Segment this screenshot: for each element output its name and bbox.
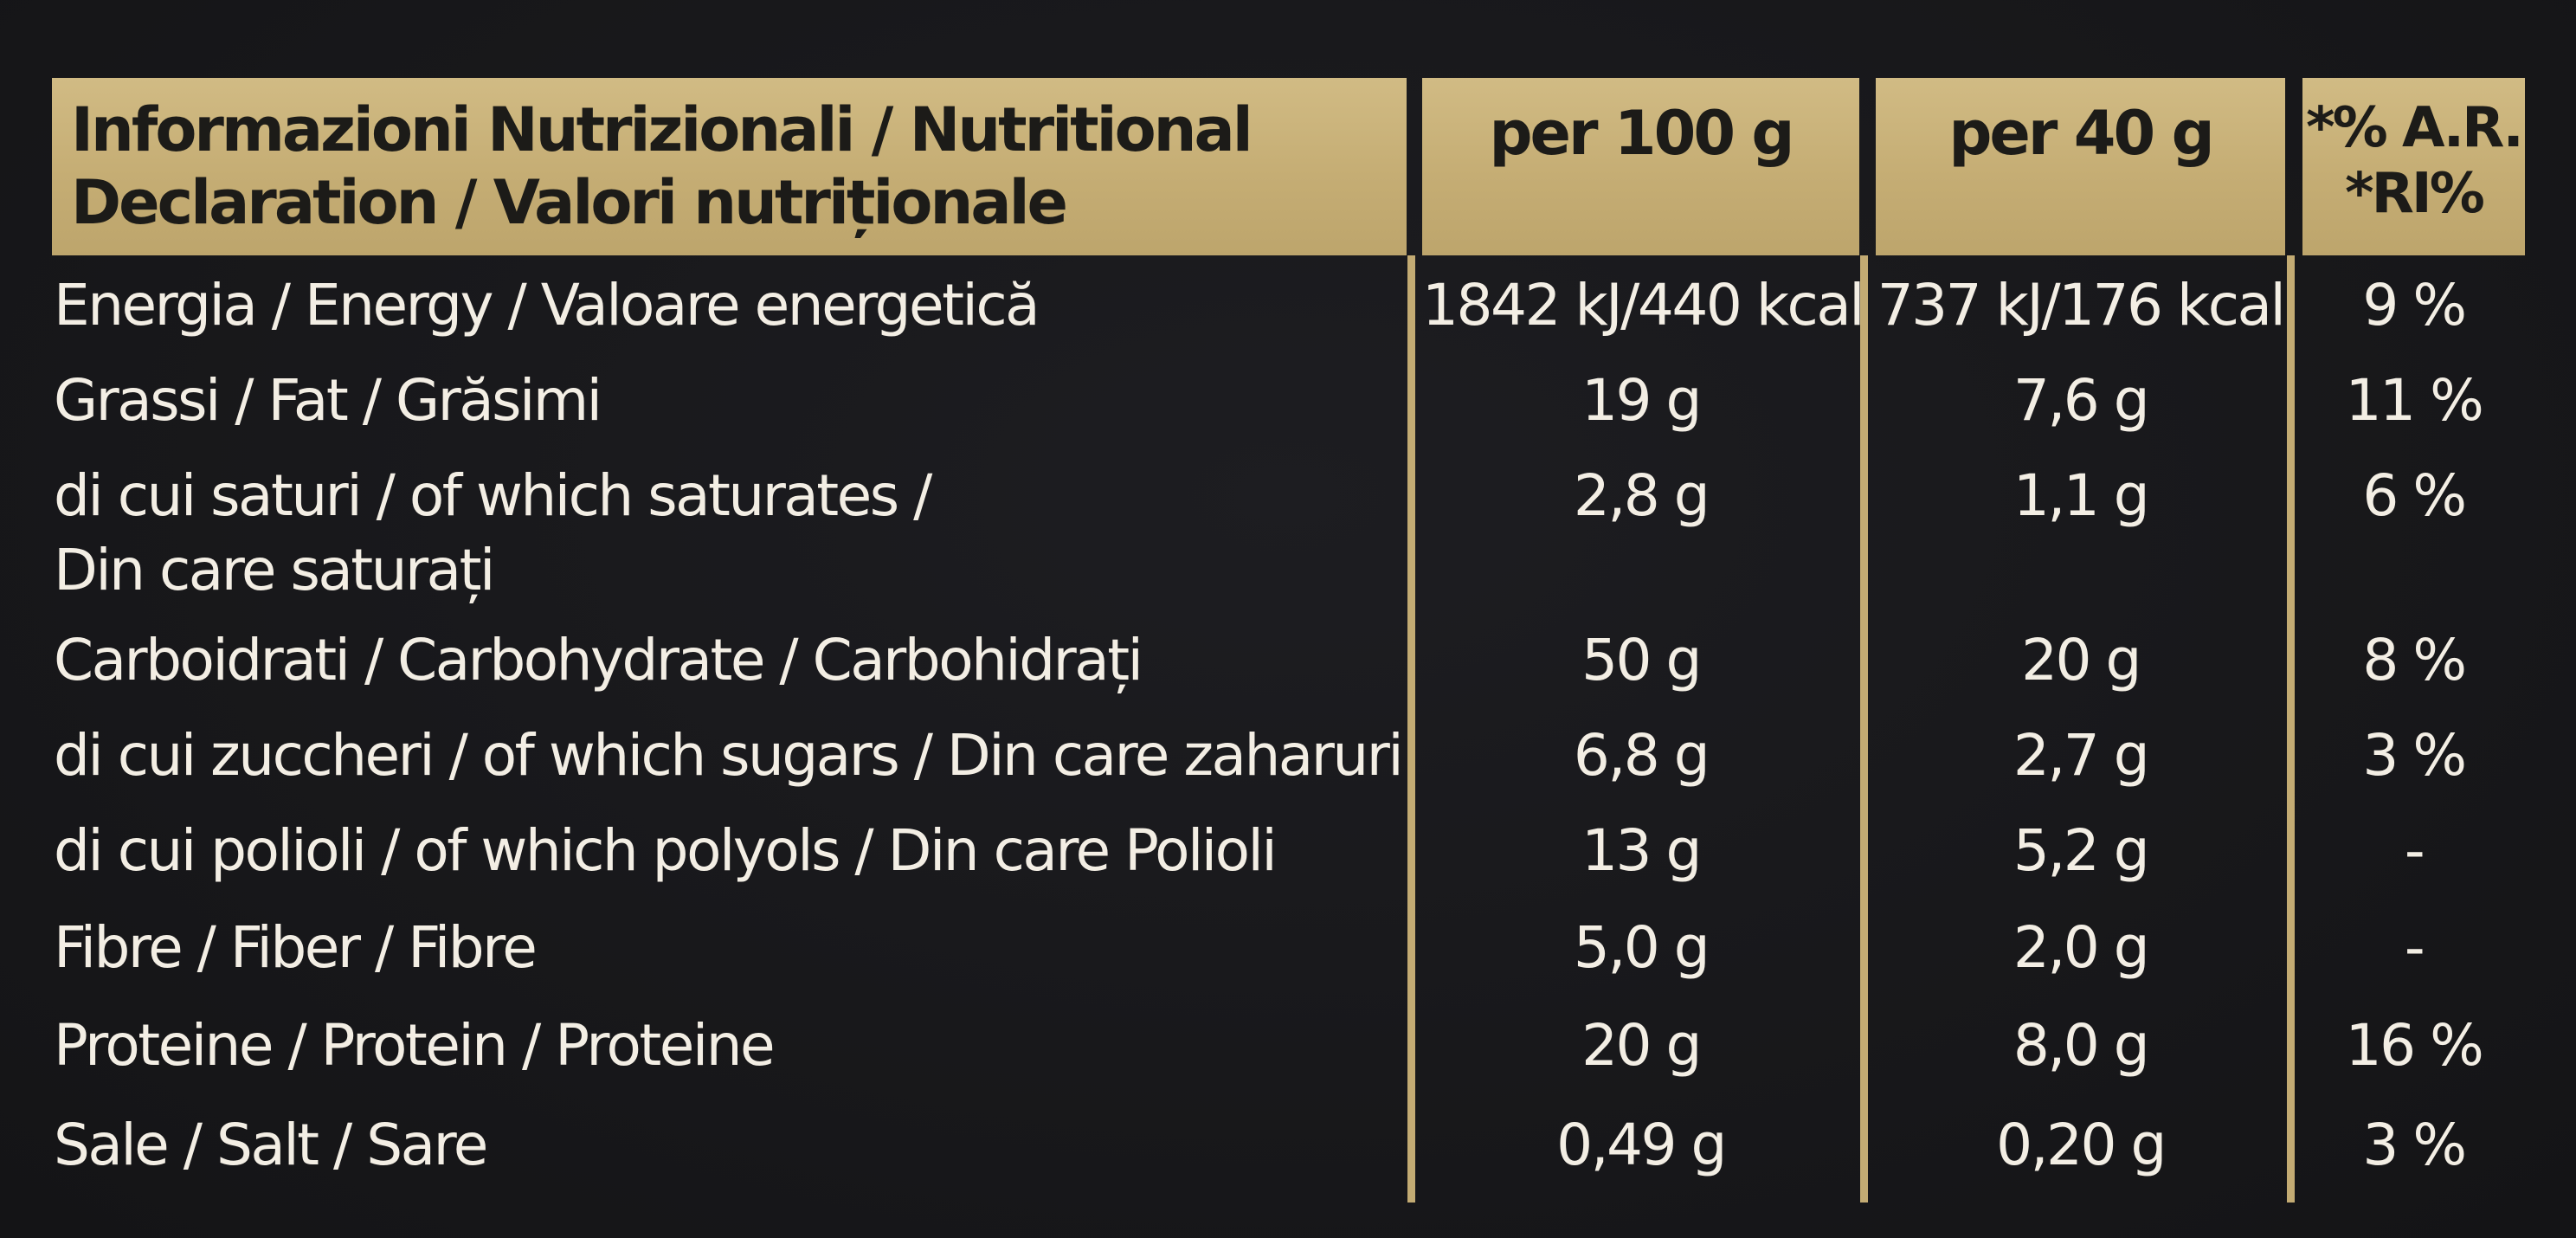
value-per-40g: 2,7 g [2012, 722, 2150, 789]
value-per-100g: 19 g [1581, 367, 1702, 434]
row-label: Carboidrati / Carbohydrate / Carbohidraț… [54, 627, 1143, 693]
header-per40-cell: per 40 g [1876, 78, 2285, 255]
value-ri: 6 % [2362, 462, 2467, 529]
value-per-100g: 50 g [1581, 627, 1702, 693]
column-header-ri: *% A.R. *RI% [2306, 96, 2524, 226]
column-divider [1860, 255, 1868, 1203]
value-per-40g: 1,1 g [2012, 462, 2150, 529]
row-label: Grassi / Fat / Grăsimi [54, 367, 602, 434]
value-ri: - [2404, 914, 2425, 981]
table-title: Informazioni Nutrizionali / Nutritional … [71, 94, 1253, 238]
value-per-100g: 13 g [1581, 817, 1702, 884]
value-ri: 3 % [2362, 1112, 2467, 1178]
row-label: Energia / Energy / Valoare energetică [54, 272, 1040, 339]
value-per-40g: 20 g [2021, 627, 2141, 693]
value-ri: - [2404, 817, 2425, 884]
value-per-100g: 5,0 g [1573, 914, 1710, 981]
value-ri: 3 % [2362, 722, 2467, 789]
header-per100-cell: per 100 g [1422, 78, 1859, 255]
value-per-40g: 5,2 g [2012, 817, 2150, 884]
value-per-100g: 6,8 g [1573, 722, 1710, 789]
column-divider [1407, 255, 1415, 1203]
row-label: di cui zuccheri / of which sugars / Din … [54, 722, 1404, 789]
column-header-per-100g: per 100 g [1489, 98, 1794, 169]
value-per-40g: 7,6 g [2012, 367, 2150, 434]
row-label: di cui saturi / of which saturates / Din… [54, 462, 932, 603]
row-label: Proteine / Protein / Proteine [54, 1012, 776, 1079]
value-ri: 8 % [2362, 627, 2467, 693]
value-ri: 16 % [2345, 1012, 2484, 1079]
value-ri: 9 % [2362, 272, 2467, 339]
value-per-40g: 2,0 g [2012, 914, 2150, 981]
row-label: di cui polioli / of which polyols / Din … [54, 817, 1278, 884]
value-per-40g: 0,20 g [1996, 1112, 2167, 1178]
value-ri: 11 % [2345, 367, 2484, 434]
row-label: Fibre / Fiber / Fibre [54, 914, 538, 981]
header-title-cell: Informazioni Nutrizionali / Nutritional … [52, 78, 1407, 255]
value-per-40g: 737 kJ/176 kcal [1877, 272, 2286, 339]
header-ri-cell: *% A.R. *RI% [2302, 78, 2525, 255]
column-divider [2287, 255, 2295, 1203]
value-per-100g: 20 g [1581, 1012, 1702, 1079]
row-label: Sale / Salt / Sare [54, 1112, 488, 1178]
column-header-per-40g: per 40 g [1948, 98, 2214, 169]
value-per-100g: 1842 kJ/440 kcal [1422, 272, 1865, 339]
value-per-40g: 8,0 g [2012, 1012, 2150, 1079]
value-per-100g: 0,49 g [1556, 1112, 1727, 1178]
value-per-100g: 2,8 g [1573, 462, 1710, 529]
